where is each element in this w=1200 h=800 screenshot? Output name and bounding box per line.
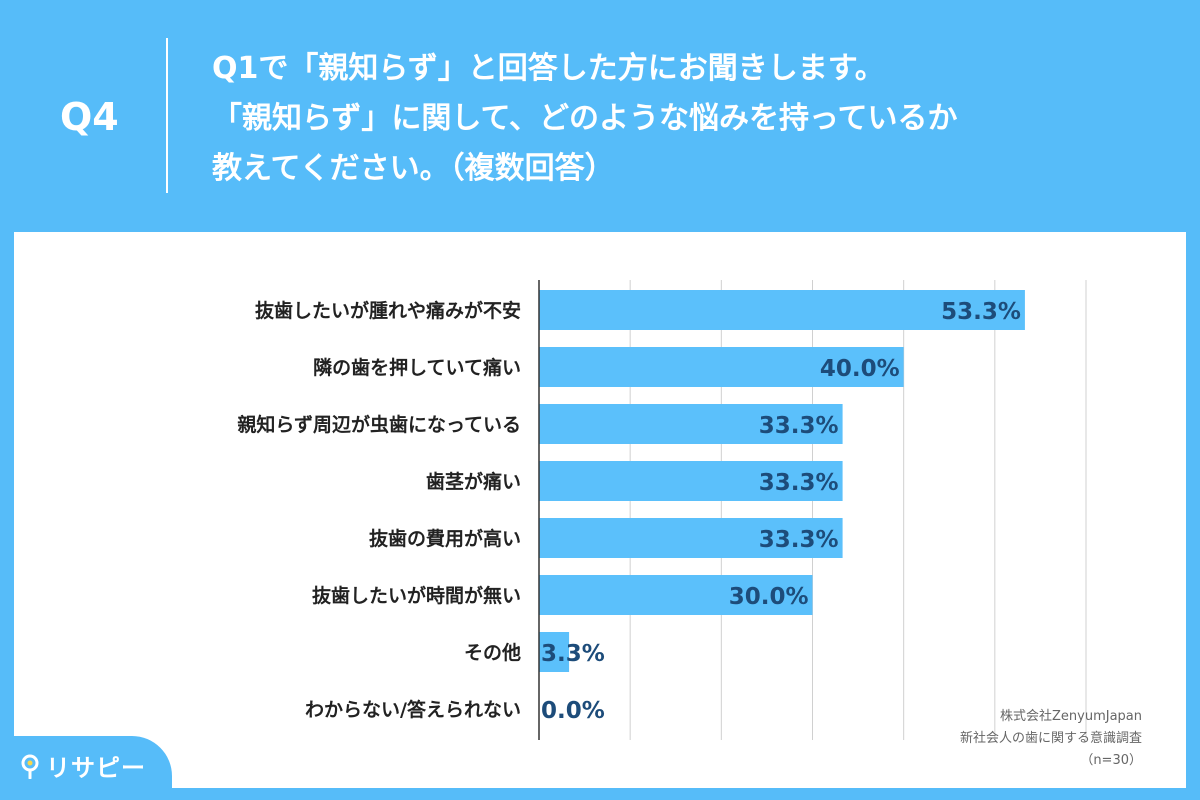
value-label: 53.3% [941,299,1021,325]
question-header: Q4 Q1で「親知らず」と回答した方にお聞きします。 「親知らず」に関して、どの… [0,0,1200,232]
category-label: 抜歯したいが時間が無い [312,584,521,607]
chart-panel: 抜歯したいが腫れや痛みが不安 53.3% 隣の歯を押していて痛い 40.0% 親知らず周… [14,232,1186,788]
question-number: Q4 [60,95,119,139]
bar [539,290,1025,330]
category-label: 親知らず周辺が虫歯になっている [237,413,521,436]
category-label: 歯茎が痛い [426,470,521,493]
category-label: 隣の歯を押していて痛い [313,356,521,379]
bar [539,404,843,444]
bar [539,461,843,501]
source-company: 株式会社ZenyumJapan [1000,709,1142,724]
value-label: 0.0% [541,698,605,724]
question-line-2: 「親知らず」に関して、どのような悩みを持っているか [212,101,958,136]
value-label: 30.0% [729,584,809,610]
header-divider [166,38,168,193]
question-line-1: Q1で「親知らず」と回答した方にお聞きします。 [212,51,885,86]
source-note: 株式会社ZenyumJapan 新社会人の歯に関する意識調査 （n=30） [960,706,1142,772]
question-line-3: 教えてください。（複数回答） [212,151,615,186]
category-label: 抜歯したいが腫れや痛みが不安 [255,299,521,322]
source-sample-size: （n=30） [1080,753,1142,768]
value-label: 33.3% [759,470,839,496]
question-text: Q1で「親知らず」と回答した方にお聞きします。 「親知らず」に関して、どのような… [212,44,1172,194]
bar [539,575,813,615]
category-label: わからない/答えられない [305,698,521,721]
bar [539,347,904,387]
bar-chart: 抜歯したいが腫れや痛みが不安 53.3% 隣の歯を押していて痛い 40.0% 親知らず周… [237,280,1087,740]
source-survey: 新社会人の歯に関する意識調査 [959,731,1142,746]
value-label: 40.0% [820,356,900,382]
value-label: 33.3% [759,413,839,439]
brand-logo-text: リサピー [46,754,146,782]
bar [539,518,843,558]
category-label: その他 [464,641,521,664]
pin-icon [21,754,39,779]
category-label: 抜歯の費用が高い [369,527,521,550]
value-label: 33.3% [759,527,839,553]
bar [539,632,570,672]
value-label: 3.3% [541,641,605,667]
brand-logo: リサピー [20,748,146,783]
